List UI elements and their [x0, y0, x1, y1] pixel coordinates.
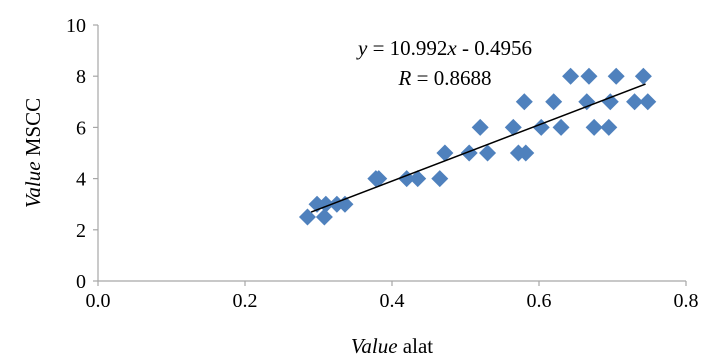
data-point — [545, 93, 563, 111]
data-point — [552, 118, 570, 136]
data-point — [600, 118, 618, 136]
y-tick-label: 6 — [76, 117, 86, 139]
data-points — [298, 67, 657, 226]
data-point — [562, 67, 580, 85]
data-point — [607, 67, 625, 85]
equation-tail: - 0.4956 — [457, 36, 532, 60]
data-point — [601, 93, 619, 111]
data-point — [517, 144, 535, 162]
r-tail: = 0.8688 — [411, 66, 491, 90]
data-point — [298, 208, 316, 226]
data-point — [504, 118, 522, 136]
data-point — [336, 195, 354, 213]
trendline — [310, 83, 646, 213]
x-axis-label: Value alat — [351, 334, 433, 358]
data-point — [585, 118, 603, 136]
y-axis-label-rest: MSCC — [21, 98, 45, 162]
x-tick-label: 0.4 — [380, 290, 405, 312]
trendline-equation: y = 10.992x - 0.4956 — [356, 36, 532, 60]
x-axis-label-rest: alat — [398, 334, 434, 358]
x-axis-label-italic: Value — [351, 334, 398, 358]
equation-middle: = 10.992 — [367, 36, 447, 60]
data-point — [578, 93, 596, 111]
y-tick-label: 10 — [66, 15, 86, 37]
data-point — [431, 170, 449, 188]
data-point — [471, 118, 489, 136]
y-axis-label: Value MSCC — [21, 98, 45, 208]
data-point — [409, 170, 427, 188]
y-axis-label-italic: Value — [21, 161, 45, 208]
data-point — [479, 144, 497, 162]
equation-x-var: x — [446, 36, 457, 60]
data-point — [639, 93, 657, 111]
axes — [97, 25, 686, 282]
x-tick-label: 0.2 — [233, 290, 258, 312]
r-var: R — [398, 66, 412, 90]
equation-y-var: y — [356, 36, 368, 60]
data-point — [515, 93, 533, 111]
data-point — [580, 67, 598, 85]
data-point — [436, 144, 454, 162]
data-point — [460, 144, 478, 162]
r-value: R = 0.8688 — [398, 66, 492, 90]
y-tick-label: 2 — [76, 220, 86, 242]
ticks: 0.0 0.2 0.4 0.6 0.8 0 2 4 6 8 10 — [66, 15, 699, 312]
data-point — [315, 208, 333, 226]
y-tick-label: 0 — [76, 271, 86, 293]
x-tick-label: 0.8 — [674, 290, 699, 312]
x-tick-label: 0.0 — [86, 290, 111, 312]
data-point — [634, 67, 652, 85]
data-point — [626, 93, 644, 111]
y-tick-label: 8 — [76, 66, 86, 88]
data-point — [370, 170, 388, 188]
x-tick-label: 0.6 — [527, 290, 552, 312]
y-tick-label: 4 — [76, 169, 86, 191]
